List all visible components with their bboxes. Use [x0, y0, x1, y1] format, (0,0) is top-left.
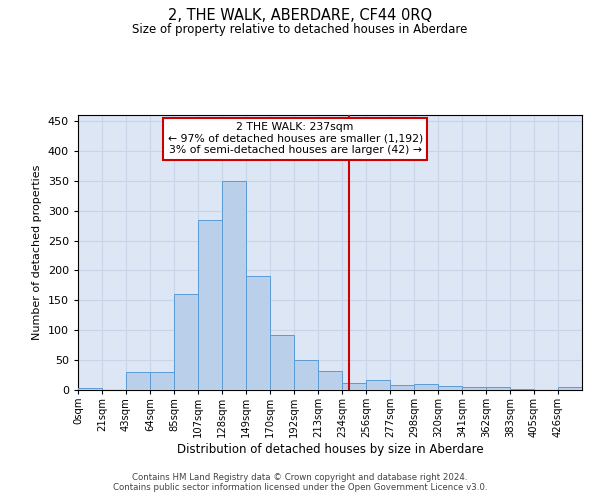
Y-axis label: Number of detached properties: Number of detached properties [32, 165, 42, 340]
Bar [222, 181, 246, 390]
Bar [438, 386, 462, 390]
Text: 2, THE WALK, ABERDARE, CF44 0RQ: 2, THE WALK, ABERDARE, CF44 0RQ [168, 8, 432, 22]
Bar [342, 383, 366, 390]
Bar [318, 371, 342, 390]
Bar [174, 294, 198, 390]
Bar [150, 372, 174, 390]
Bar [486, 387, 510, 390]
Bar [78, 388, 102, 390]
Bar [270, 335, 294, 390]
Text: Contains HM Land Registry data © Crown copyright and database right 2024.
Contai: Contains HM Land Registry data © Crown c… [113, 473, 487, 492]
Bar [414, 384, 438, 390]
Text: 2 THE WALK: 237sqm
← 97% of detached houses are smaller (1,192)
3% of semi-detac: 2 THE WALK: 237sqm ← 97% of detached hou… [167, 122, 423, 156]
Text: Size of property relative to detached houses in Aberdare: Size of property relative to detached ho… [133, 22, 467, 36]
Bar [462, 387, 486, 390]
Bar [126, 372, 150, 390]
Bar [510, 389, 534, 390]
Bar [198, 220, 222, 390]
Bar [390, 385, 414, 390]
Bar [246, 276, 270, 390]
Bar [294, 360, 318, 390]
Text: Distribution of detached houses by size in Aberdare: Distribution of detached houses by size … [176, 442, 484, 456]
Bar [558, 387, 582, 390]
Bar [366, 380, 390, 390]
